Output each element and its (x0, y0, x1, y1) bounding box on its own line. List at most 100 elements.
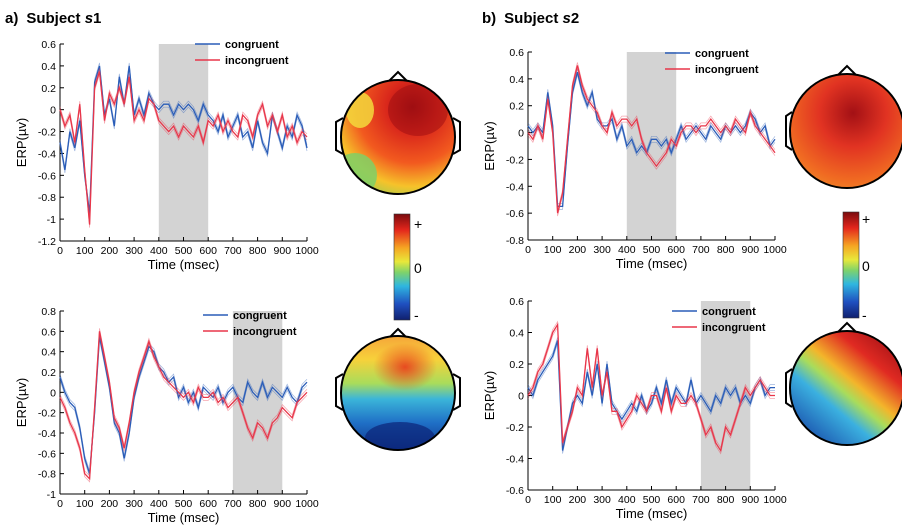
x-tick-label: 600 (199, 498, 217, 510)
x-axis-title: Time (msec) (616, 506, 688, 521)
x-tick-label: 700 (224, 245, 242, 257)
series-incongruent-line (59, 331, 308, 481)
x-tick-label: 500 (643, 244, 661, 256)
x-tick-label: 500 (643, 494, 661, 506)
colorbar-max-label: + (414, 216, 422, 232)
y-tick-label: 0.2 (41, 367, 56, 379)
chart-3: -0.8 -0.6 -0.4 -0.2 0 0.2 0.4 0.6 0 100 200 300 400 5… (482, 47, 787, 271)
legend-label-congruent: congruent (225, 39, 279, 51)
x-tick-label: 800 (249, 245, 267, 257)
y-tick-label: -0.2 (506, 422, 524, 434)
x-tick-label: 0 (525, 244, 531, 256)
y-tick-label: -0.4 (38, 148, 56, 160)
x-tick-label: 300 (125, 245, 143, 257)
series-incongruent-line (527, 322, 775, 453)
legend-label-incongruent: incongruent (233, 326, 297, 338)
x-tick-label: 100 (544, 494, 562, 506)
x-tick-label: 600 (667, 244, 685, 256)
x-axis-title: Time (msec) (148, 510, 220, 525)
x-tick-label: 400 (618, 494, 636, 506)
y-tick-label: 0.8 (41, 306, 56, 318)
x-tick-label: 900 (742, 244, 760, 256)
y-tick-label: 0.6 (509, 47, 524, 59)
y-tick-label: -0.8 (38, 469, 56, 481)
y-tick-label: -1.2 (38, 236, 56, 248)
x-tick-label: 800 (717, 494, 735, 506)
x-tick-label: 700 (692, 494, 710, 506)
colorbar-min-label: - (414, 307, 419, 323)
x-tick-label: 900 (274, 245, 292, 257)
x-tick-label: 300 (593, 494, 611, 506)
y-tick-label: -0.6 (506, 208, 524, 220)
y-axis-title: ERP(µv) (14, 118, 29, 167)
analysis-window (158, 44, 209, 241)
scalp-map-s2-top (785, 64, 902, 189)
x-tick-label: 200 (569, 494, 587, 506)
series-congruent-line (527, 340, 775, 451)
x-tick-label: 200 (569, 244, 587, 256)
x-tick-label: 900 (274, 498, 292, 510)
y-tick-label: 0.2 (509, 101, 524, 113)
x-tick-label: 100 (544, 244, 562, 256)
x-tick-label: 100 (76, 498, 94, 510)
x-tick-label: 300 (125, 498, 143, 510)
y-tick-label: 0.2 (41, 83, 56, 95)
y-tick-label: -0.4 (506, 181, 524, 193)
y-tick-label: -0.2 (38, 408, 56, 420)
x-tick-label: 800 (249, 498, 267, 510)
colorbar-zero-label: 0 (414, 260, 422, 276)
chart-4: -0.6 -0.4 -0.2 0 0.2 0.4 0.6 0 100 200 300 400 500 60… (482, 296, 787, 521)
y-tick-label: -0.8 (38, 192, 56, 204)
series-incongruent-line (527, 65, 776, 214)
y-tick-label: -0.2 (38, 127, 56, 139)
x-tick-label: 600 (667, 494, 685, 506)
legend-label-congruent: congruent (702, 306, 756, 318)
y-tick-label: -0.4 (38, 428, 56, 440)
y-tick-label: -0.2 (506, 154, 524, 166)
colorbar-max-label: + (862, 211, 870, 227)
y-tick-label: 0.4 (509, 328, 524, 340)
x-tick-label: 400 (150, 245, 168, 257)
scalp-map-s2-bottom (785, 321, 902, 446)
y-tick-label: 0.6 (509, 296, 524, 308)
panel-b-title: b) Subject s2 (482, 10, 579, 27)
y-tick-label: -1 (47, 489, 56, 501)
scalp-map-s1-top (335, 70, 461, 195)
series-congruent-line (59, 336, 308, 474)
y-axis-title: ERP(µv) (482, 371, 497, 420)
y-tick-label: -0.8 (506, 235, 524, 247)
y-tick-label: -0.4 (506, 454, 524, 466)
y-tick-label: 0.2 (509, 359, 524, 371)
series-incongruent-lower-band (527, 326, 775, 455)
x-tick-label: 500 (175, 245, 193, 257)
legend-label-incongruent: incongruent (702, 322, 766, 334)
x-tick-label: 700 (692, 244, 710, 256)
x-tick-label: 200 (101, 245, 119, 257)
colorbar-s1: + 0 - (393, 213, 422, 323)
panel-a-title: a) Subject s1 (5, 10, 101, 27)
scalp-map-s1-bottom (335, 327, 461, 451)
y-axis-title: ERP(µv) (482, 121, 497, 170)
x-tick-label: 500 (175, 498, 193, 510)
y-tick-label: 0 (50, 387, 56, 399)
y-tick-label: 0.4 (41, 61, 56, 73)
analysis-window (700, 301, 751, 490)
y-tick-label: 0.6 (41, 39, 56, 51)
y-tick-label: 0.4 (509, 74, 524, 86)
x-axis-title: Time (msec) (148, 257, 220, 272)
chart-2: -1 -0.8 -0.6 -0.4 -0.2 0 0.2 0.4 0.6 0.8 0 100 200 30… (14, 306, 319, 525)
x-tick-label: 800 (717, 244, 735, 256)
x-tick-label: 0 (57, 245, 63, 257)
x-tick-label: 300 (593, 244, 611, 256)
chart-1: -1.2 -1 -0.8 -0.6 -0.4 -0.2 0 0.2 0.4 0.6 0 100 200 3… (14, 39, 319, 272)
x-tick-label: 1000 (763, 244, 787, 256)
y-tick-label: -0.6 (38, 448, 56, 460)
series-incongruent-line (59, 71, 308, 225)
x-tick-label: 400 (150, 498, 168, 510)
series-incongruent-upper-band (527, 320, 775, 449)
x-tick-label: 1000 (763, 494, 787, 506)
x-tick-label: 400 (618, 244, 636, 256)
legend-label-incongruent: incongruent (695, 64, 759, 76)
colorbar-min-label: - (862, 307, 867, 323)
colorbar-s2: + 0 - (842, 211, 870, 323)
